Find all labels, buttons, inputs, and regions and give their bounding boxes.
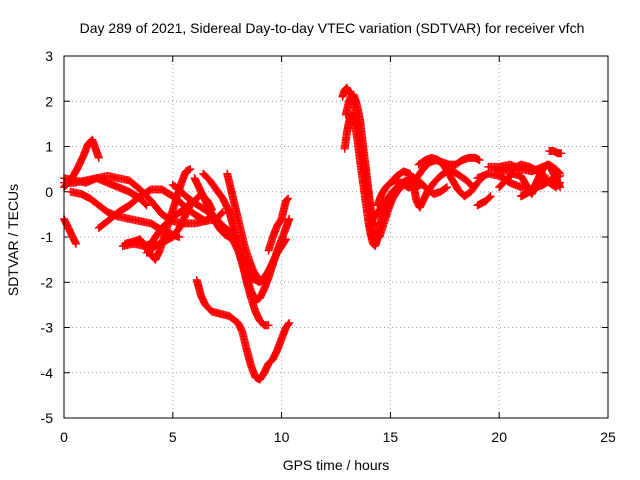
data-point — [284, 194, 293, 203]
data-point — [264, 321, 273, 330]
series-arc-14 — [223, 169, 262, 282]
data-point — [485, 193, 494, 202]
data-point — [416, 180, 425, 189]
y-axis-label: SDTVAR / TECUs — [5, 184, 21, 296]
data-point — [442, 183, 451, 192]
series-arc-15 — [264, 194, 293, 255]
series-arc-4 — [66, 187, 184, 241]
x-tick-label: 20 — [491, 429, 507, 445]
y-tick-label: -3 — [41, 320, 54, 336]
data-point — [441, 184, 450, 193]
x-tick-label: 15 — [383, 429, 399, 445]
y-tick-label: 3 — [45, 48, 53, 64]
x-axis-label: GPS time / hours — [283, 457, 390, 473]
series-arc-2 — [60, 135, 103, 192]
y-tick-label: 1 — [45, 139, 53, 155]
x-tick-label: 10 — [274, 429, 290, 445]
data-point — [283, 195, 292, 204]
series-arc-9 — [142, 196, 196, 257]
data-point — [284, 320, 293, 329]
series-arc-1 — [60, 214, 80, 248]
data-point — [285, 318, 294, 327]
data-point — [486, 192, 495, 201]
x-tick-labels: 0 5 10 15 20 25 — [60, 429, 616, 445]
data-point — [557, 149, 566, 158]
data-point — [186, 165, 195, 174]
y-tick-label: 0 — [45, 184, 53, 200]
data-point — [252, 272, 261, 281]
series-arc-27 — [516, 160, 565, 201]
data-point — [94, 153, 103, 162]
data-point — [285, 214, 294, 223]
x-tick-label: 5 — [169, 429, 177, 445]
series-arc-23 — [473, 192, 495, 210]
series-arc-28 — [545, 147, 566, 158]
data-point — [539, 171, 548, 180]
grid-lines — [64, 56, 608, 418]
data-point — [142, 201, 151, 210]
series-arc-29 — [490, 160, 549, 180]
data-points — [60, 83, 566, 384]
chart-title: Day 289 of 2021, Sidereal Day-to-day VTE… — [80, 20, 585, 36]
data-point — [141, 200, 150, 209]
y-tick-label: -2 — [41, 274, 54, 290]
data-point — [540, 171, 549, 180]
y-tick-label: -4 — [41, 365, 54, 381]
plot-frame — [63, 55, 609, 419]
x-tick-label: 25 — [600, 429, 616, 445]
series-arc-22 — [373, 176, 425, 210]
data-point — [71, 239, 80, 248]
series-arc-12 — [192, 275, 294, 384]
data-point — [475, 156, 484, 165]
y-tick-label: 2 — [45, 93, 53, 109]
x-tick-label: 0 — [60, 429, 68, 445]
y-tick-label: -1 — [41, 229, 54, 245]
data-point — [556, 183, 565, 192]
data-point — [217, 209, 226, 218]
data-point — [253, 273, 262, 282]
y-tick-label: -5 — [41, 410, 54, 426]
y-tick-labels: 3 2 1 0 -1 -2 -3 -4 -5 — [41, 48, 54, 426]
